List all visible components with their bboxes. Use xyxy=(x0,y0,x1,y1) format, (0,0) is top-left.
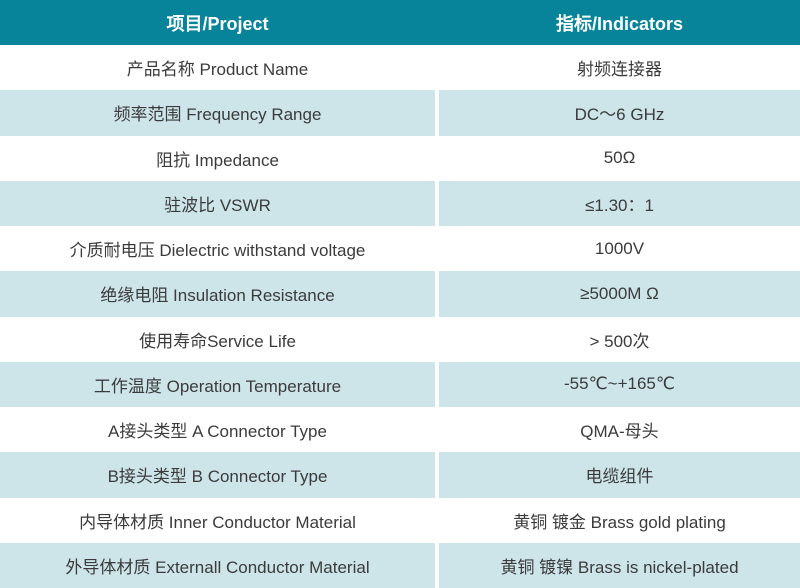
row-project-label: 频率范围 Frequency Range xyxy=(0,90,435,136)
table-row: 工作温度 Operation Temperature -55℃~+165℃ xyxy=(0,361,800,407)
row-indicator-value: 黄铜 镀镍 Brass is nickel-plated xyxy=(439,542,800,588)
row-project-label: 使用寿命Service Life xyxy=(139,331,296,351)
header-project-label: 项目/Project xyxy=(166,13,269,34)
row-project-label: 绝缘电阻 Insulation Resistance xyxy=(0,271,435,317)
table-row: A接头类型 A Connector Type QMA-母头 xyxy=(0,407,800,453)
table-header-row: 项目/Project 指标/Indicators xyxy=(0,0,800,45)
table-row: 绝缘电阻 Insulation Resistance ≥5000M Ω xyxy=(0,271,800,317)
table-row: 外导体材质 Externall Conductor Material 黄铜 镀镍… xyxy=(0,542,800,588)
row-indicator-value: ≥5000M Ω xyxy=(439,271,800,317)
table-row: B接头类型 B Connector Type 电缆组件 xyxy=(0,452,800,498)
row-indicator-value: 电缆组件 xyxy=(439,452,800,498)
row-project-label: 产品名称 Product Name xyxy=(126,60,309,80)
row-indicator-value: > 500次 xyxy=(589,331,650,351)
table-row: 频率范围 Frequency Range DC～6 GHz xyxy=(0,90,800,136)
table-row: 介质耐电压 Dielectric withstand voltage 1000V xyxy=(0,226,800,272)
row-project-label: 阻抗 Impedance xyxy=(156,150,279,170)
table-row: 内导体材质 Inner Conductor Material 黄铜 镀金 Bra… xyxy=(0,497,800,543)
table-row: 驻波比 VSWR ≤1.30：1 xyxy=(0,180,800,226)
row-project-label: 介质耐电压 Dielectric withstand voltage xyxy=(69,241,366,261)
row-indicator-value: QMA-母头 xyxy=(580,422,659,442)
row-indicator-value: ≤1.30：1 xyxy=(439,180,800,226)
table-row: 阻抗 Impedance 50Ω xyxy=(0,135,800,181)
row-indicator-value: 黄铜 镀金 Brass gold plating xyxy=(513,512,726,532)
row-indicator-value: -55℃~+165℃ xyxy=(439,361,800,407)
row-project-label: 外导体材质 Externall Conductor Material xyxy=(0,542,435,588)
row-project-label: 驻波比 VSWR xyxy=(0,180,435,226)
row-indicator-value: 50Ω xyxy=(603,148,636,168)
header-indicators-label: 指标/Indicators xyxy=(555,13,684,34)
table-row: 使用寿命Service Life > 500次 xyxy=(0,316,800,362)
row-indicator-value: 1000V xyxy=(594,238,645,258)
row-indicator-value: DC～6 GHz xyxy=(439,90,800,136)
row-indicator-value: 射频连接器 xyxy=(577,60,662,80)
row-project-label: A接头类型 A Connector Type xyxy=(108,422,327,442)
table-row: 产品名称 Product Name 射频连接器 xyxy=(0,45,800,91)
row-project-label: 内导体材质 Inner Conductor Material xyxy=(79,512,356,532)
row-project-label: 工作温度 Operation Temperature xyxy=(0,361,435,407)
row-project-label: B接头类型 B Connector Type xyxy=(0,452,435,498)
